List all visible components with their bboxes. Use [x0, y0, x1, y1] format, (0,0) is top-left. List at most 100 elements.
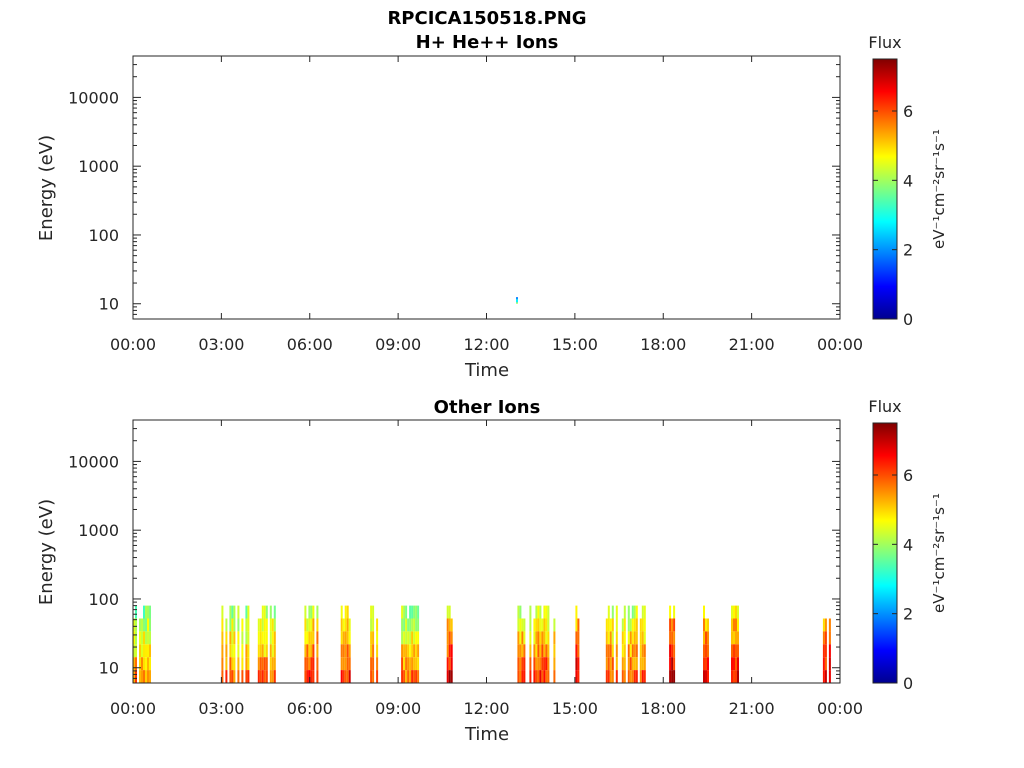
data-burst [669, 605, 676, 683]
data-cell [271, 631, 274, 645]
data-cell [575, 618, 578, 632]
data-cell [411, 605, 414, 619]
data-cell [231, 644, 234, 658]
data-cell [703, 670, 705, 683]
data-cell [308, 605, 311, 619]
x-tick-label: 00:00 [817, 335, 863, 354]
data-cell [342, 618, 345, 632]
data-cell [633, 605, 636, 619]
data-cell [415, 657, 418, 671]
data-cell [822, 618, 825, 632]
data-cell [316, 657, 319, 671]
data-cell [413, 605, 416, 619]
data-cell [731, 605, 733, 619]
data-cell [415, 605, 418, 619]
data-cell [133, 670, 135, 683]
data-cell [312, 618, 315, 632]
x-tick-label: 00:00 [110, 335, 156, 354]
data-cell [411, 618, 414, 632]
data-cell [516, 297, 518, 299]
data-cell [611, 657, 614, 671]
data-cell [609, 657, 612, 671]
x-tick-label: 03:00 [198, 699, 244, 718]
data-cell [273, 644, 276, 658]
data-cell [824, 670, 827, 683]
data-cell [615, 670, 618, 683]
data-cell [344, 644, 347, 658]
data-cell [372, 631, 375, 645]
data-cell [149, 657, 151, 671]
data-cell [245, 670, 248, 683]
data-cell [545, 605, 548, 619]
data-cell [405, 605, 408, 619]
data-cell [257, 670, 260, 683]
data-cell [537, 631, 540, 645]
data-cell [225, 657, 228, 671]
data-cell [269, 670, 272, 683]
data-cell [635, 644, 638, 658]
data-cell [517, 657, 520, 671]
data-cell [413, 657, 416, 671]
data-cell [229, 657, 232, 671]
data-cell [533, 670, 536, 683]
data-cell [541, 657, 544, 671]
data-cell [261, 644, 264, 658]
data-cell [133, 631, 135, 645]
data-cell [247, 618, 250, 632]
data-cell [342, 657, 345, 671]
data-cell [446, 605, 449, 619]
data-cell [143, 631, 145, 645]
data-cell [269, 631, 272, 645]
data-cell [149, 618, 151, 632]
data-cell [707, 670, 709, 683]
data-cell [635, 657, 638, 671]
data-cell [417, 618, 420, 632]
data-cell [577, 657, 580, 671]
data-cell [139, 618, 141, 632]
data-cell [237, 631, 240, 645]
data-cell [733, 644, 735, 658]
data-cell [669, 605, 672, 619]
data-cell [135, 631, 137, 645]
data-cell [306, 657, 309, 671]
data-cell [261, 657, 264, 671]
data-cell [633, 631, 636, 645]
data-cell [517, 618, 520, 632]
data-cell [261, 618, 264, 632]
data-cell [539, 657, 542, 671]
data-cell [733, 670, 735, 683]
data-cell [348, 657, 351, 671]
data-cell [643, 605, 646, 619]
data-cell [519, 657, 522, 671]
data-cell [233, 644, 236, 658]
x-tick-label: 09:00 [375, 335, 421, 354]
data-cell [340, 618, 343, 632]
data-cell [143, 605, 145, 619]
data-cell [822, 670, 825, 683]
data-cell [370, 644, 373, 658]
data-cell [516, 301, 518, 303]
data-cell [629, 631, 632, 645]
data-cell [824, 644, 827, 658]
data-cell [229, 670, 232, 683]
panel-h-he-ions: H+ He++ Ions 00:00 03:00 06:00 09:00 12:00 15… [36, 32, 948, 381]
data-cell [225, 618, 228, 632]
data-cell [237, 644, 240, 658]
data-cell [221, 618, 224, 632]
data-cell [401, 644, 404, 658]
data-cell [537, 644, 540, 658]
data-cell [671, 631, 674, 645]
data-cell [533, 618, 536, 632]
data-cell [621, 657, 624, 671]
data-cell [673, 657, 676, 671]
data-cell [735, 657, 737, 671]
data-cell [450, 631, 453, 645]
data-cell [535, 657, 538, 671]
data-cell [523, 618, 526, 632]
data-cell [233, 605, 236, 619]
y-tick-label: 100 [88, 226, 119, 245]
data-cell [316, 644, 319, 658]
data-cell [229, 618, 232, 632]
data-cell [271, 644, 274, 658]
data-cell [411, 657, 414, 671]
